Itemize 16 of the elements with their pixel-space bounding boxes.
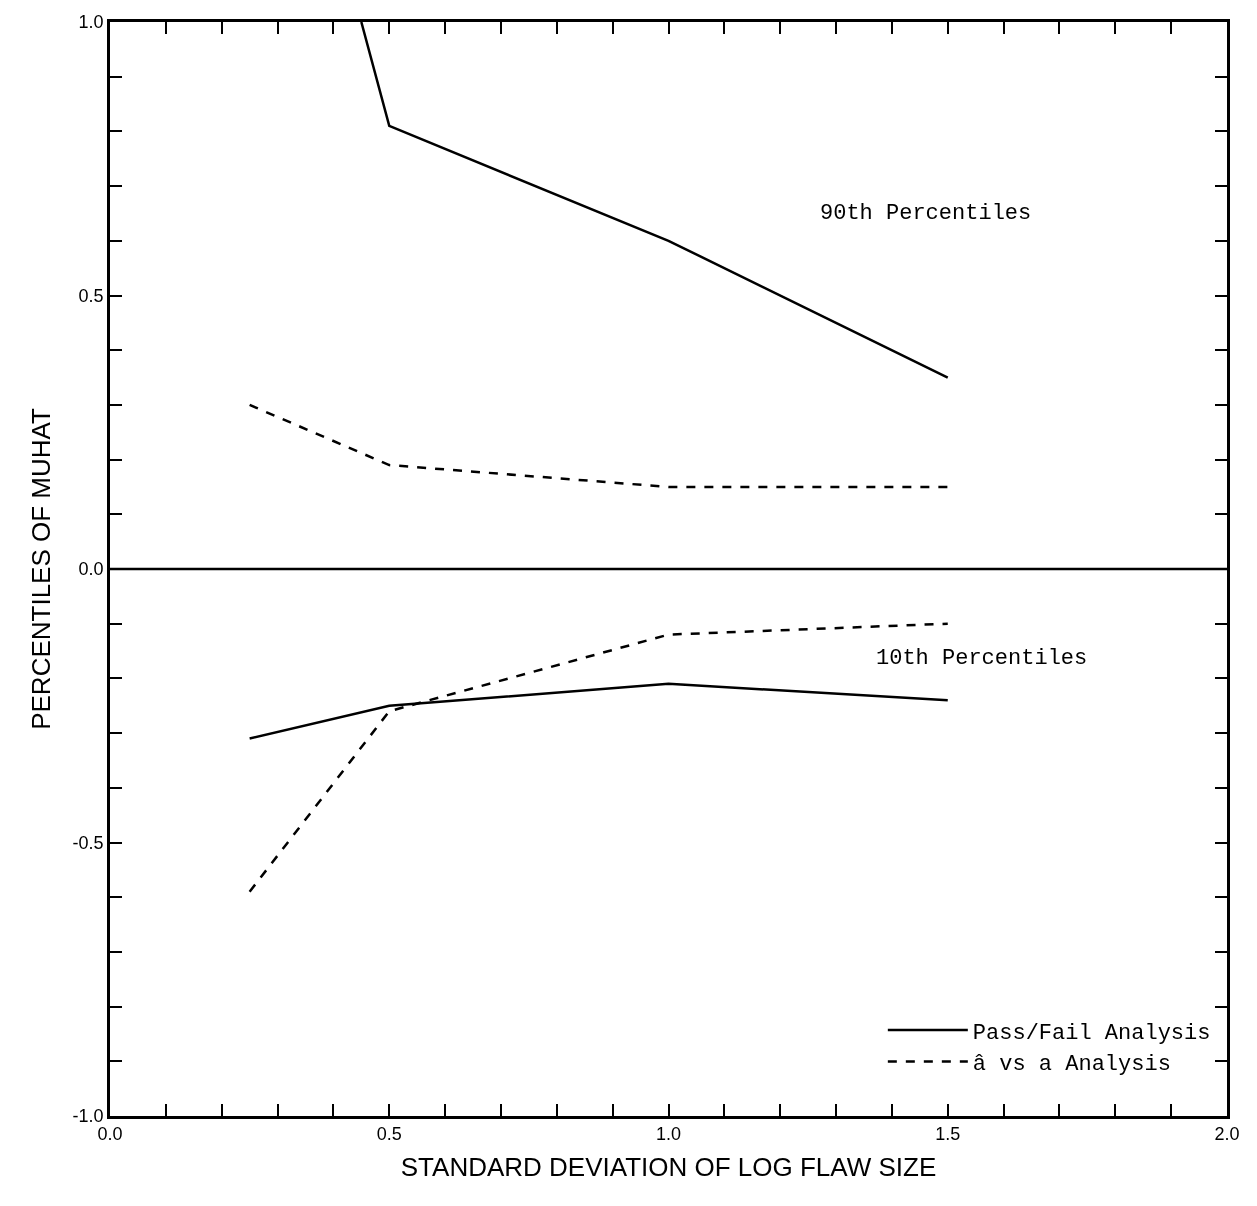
x-tick-label: 1.5: [935, 1124, 961, 1145]
legend-label: Pass/Fail Analysis: [972, 1020, 1211, 1046]
annotation: 90th Percentiles: [820, 201, 1032, 226]
annotation: 10th Percentiles: [876, 646, 1088, 671]
x-tick-label: 2.0: [1214, 1124, 1240, 1145]
y-tick-label: 0.0: [78, 559, 104, 580]
y-tick-label: 1.0: [78, 12, 104, 33]
x-tick-label: 0.0: [97, 1124, 123, 1145]
legend-label: â vs a Analysis: [972, 1052, 1171, 1078]
x-tick-label: 1.0: [655, 1124, 682, 1145]
y-tick-label: 0.5: [78, 285, 104, 306]
x-axis-title: STANDARD DEVIATION OF LOG FLAW SIZE: [400, 1152, 937, 1183]
x-tick-label: 0.5: [376, 1124, 402, 1145]
y-tick-label: -1.0: [72, 1106, 104, 1127]
y-tick-label: -0.5: [72, 832, 104, 853]
y-axis-title: PERCENTILES OF MUHAT: [26, 408, 57, 730]
